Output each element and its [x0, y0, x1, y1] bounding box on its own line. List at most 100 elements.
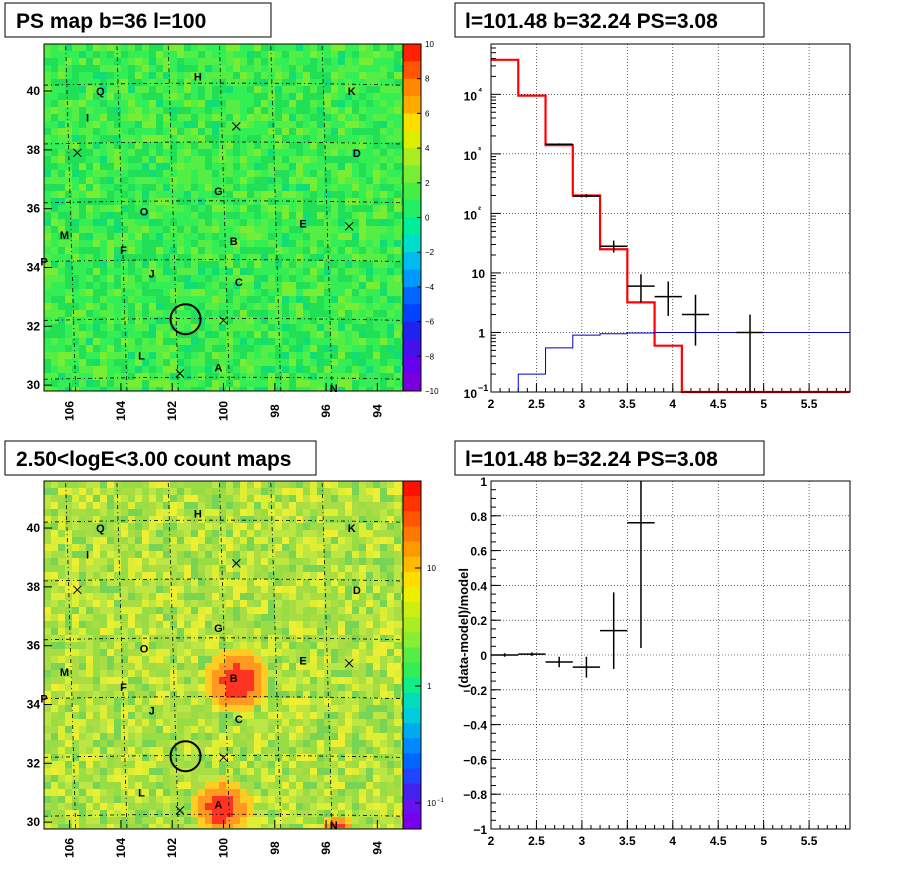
- heat-cell: [345, 268, 352, 275]
- heat-cell: [44, 212, 51, 219]
- heat-cell: [156, 516, 163, 523]
- heat-cell: [51, 142, 58, 149]
- heat-cell: [128, 128, 135, 135]
- heat-cell: [170, 275, 177, 282]
- heat-cell: [324, 607, 331, 614]
- heat-cell: [282, 516, 289, 523]
- heat-cell: [268, 691, 275, 698]
- heat-cell: [128, 212, 135, 219]
- heat-cell: [261, 205, 268, 212]
- heat-cell: [205, 296, 212, 303]
- heat-cell: [254, 551, 261, 558]
- heat-cell: [93, 586, 100, 593]
- heat-cell: [352, 740, 359, 747]
- heat-cell: [387, 558, 394, 565]
- heat-cell: [317, 177, 324, 184]
- heat-cell: [219, 72, 226, 79]
- heat-cell: [93, 593, 100, 600]
- heat-cell: [177, 191, 184, 198]
- heat-cell: [65, 72, 72, 79]
- heat-cell: [156, 761, 163, 768]
- heat-cell: [184, 642, 191, 649]
- heat-cell: [394, 331, 401, 338]
- heat-cell: [107, 600, 114, 607]
- heat-cell: [170, 380, 177, 387]
- heat-cell: [156, 705, 163, 712]
- heat-cell: [51, 586, 58, 593]
- heat-cell: [310, 726, 317, 733]
- heat-cell: [261, 380, 268, 387]
- heat-cell: [282, 128, 289, 135]
- heat-cell: [65, 303, 72, 310]
- heat-cell: [163, 79, 170, 86]
- heat-cell: [128, 537, 135, 544]
- heat-cell: [345, 247, 352, 254]
- heat-cell: [303, 170, 310, 177]
- heat-cell: [107, 649, 114, 656]
- heat-cell: [184, 149, 191, 156]
- heat-cell: [163, 698, 170, 705]
- heat-cell: [282, 156, 289, 163]
- heat-cell: [205, 338, 212, 345]
- heat-cell: [331, 691, 338, 698]
- heat-cell: [142, 65, 149, 72]
- heat-cell: [373, 600, 380, 607]
- heat-cell: [205, 705, 212, 712]
- heat-cell: [275, 247, 282, 254]
- heat-cell: [352, 317, 359, 324]
- heat-cell: [359, 670, 366, 677]
- heat-cell: [226, 317, 233, 324]
- heat-cell: [86, 198, 93, 205]
- heat-cell: [310, 628, 317, 635]
- colorbar-tick-label: 10: [425, 40, 434, 49]
- heat-cell: [317, 324, 324, 331]
- heat-cell: [58, 226, 65, 233]
- heat-cell: [275, 142, 282, 149]
- heat-cell: [233, 184, 240, 191]
- heat-cell: [380, 177, 387, 184]
- heat-cell: [324, 635, 331, 642]
- heat-cell: [226, 135, 233, 142]
- heat-cell: [149, 387, 156, 391]
- heat-cell: [240, 621, 247, 628]
- heat-cell: [86, 509, 93, 516]
- heat-cell: [387, 317, 394, 324]
- heat-cell: [135, 754, 142, 761]
- heat-cell: [170, 530, 177, 537]
- heat-cell: [331, 481, 338, 488]
- heat-cell: [51, 107, 58, 114]
- heat-cell: [198, 233, 205, 240]
- heat-cell: [170, 733, 177, 740]
- heat-cell: [51, 530, 58, 537]
- heat-cell: [275, 324, 282, 331]
- heat-cell: [240, 761, 247, 768]
- heat-cell: [345, 523, 352, 530]
- heat-cell: [331, 324, 338, 331]
- heat-cell: [247, 509, 254, 516]
- heat-cell: [191, 240, 198, 247]
- heat-cell: [72, 310, 79, 317]
- heat-cell: [352, 691, 359, 698]
- heat-cell: [268, 240, 275, 247]
- heat-cell: [261, 754, 268, 761]
- heat-cell: [114, 698, 121, 705]
- heat-cell: [275, 331, 282, 338]
- heat-cell: [296, 72, 303, 79]
- heat-cell: [128, 558, 135, 565]
- heat-cell: [184, 226, 191, 233]
- heat-cell: [289, 621, 296, 628]
- heat-cell: [261, 268, 268, 275]
- heat-cell: [107, 268, 114, 275]
- heat-cell: [324, 198, 331, 205]
- heat-cell: [247, 191, 254, 198]
- heat-cell: [219, 338, 226, 345]
- heat-cell: [254, 359, 261, 366]
- heat-cell: [58, 233, 65, 240]
- heat-cell: [352, 93, 359, 100]
- heat-cell: [121, 628, 128, 635]
- heat-cell: [72, 79, 79, 86]
- heat-cell: [226, 86, 233, 93]
- heat-cell: [359, 324, 366, 331]
- heat-cell: [86, 289, 93, 296]
- heat-cell: [380, 502, 387, 509]
